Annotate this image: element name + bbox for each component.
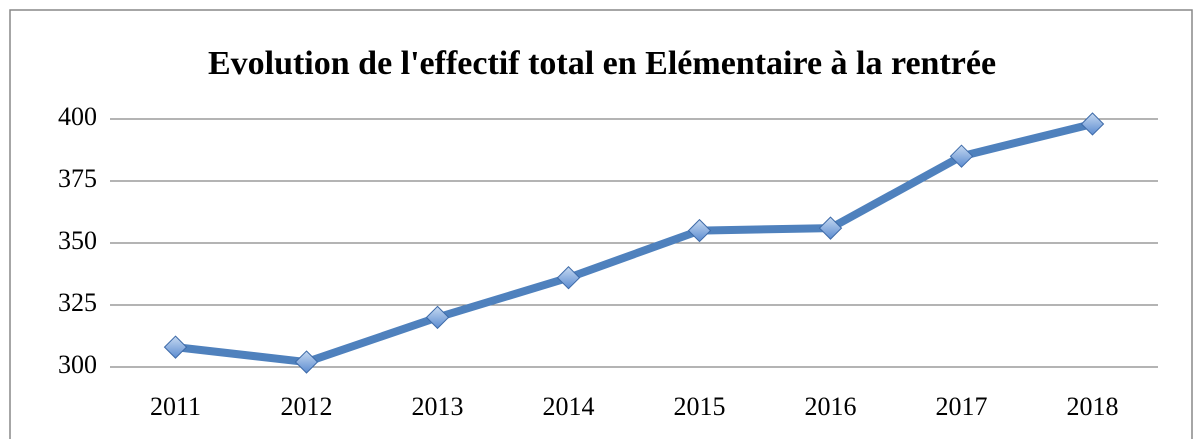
data-point bbox=[163, 335, 188, 359]
x-tick-label: 2016 bbox=[805, 392, 857, 421]
data-point bbox=[1080, 112, 1105, 136]
data-point bbox=[425, 305, 450, 330]
y-tick-label: 325 bbox=[58, 288, 97, 317]
x-tick-label: 2012 bbox=[281, 392, 333, 421]
x-tick-label: 2017 bbox=[936, 392, 988, 421]
x-tick-label: 2015 bbox=[674, 392, 726, 421]
chart-border bbox=[9, 9, 1193, 444]
data-point bbox=[294, 350, 319, 374]
data-point bbox=[556, 266, 581, 290]
x-tick-label: 2014 bbox=[543, 392, 595, 421]
y-tick-label: 300 bbox=[58, 350, 97, 379]
y-tick-label: 400 bbox=[58, 102, 97, 131]
x-tick-label: 2011 bbox=[150, 392, 201, 421]
data-point bbox=[949, 144, 974, 168]
series-line bbox=[171, 119, 1097, 367]
y-tick-label: 350 bbox=[58, 226, 97, 255]
x-tick-label: 2013 bbox=[412, 392, 464, 421]
y-tick-label: 375 bbox=[58, 164, 97, 193]
data-point bbox=[818, 216, 843, 240]
x-tick-label: 2018 bbox=[1067, 392, 1119, 421]
chart-title: Evolution de l'effectif total en Elément… bbox=[208, 45, 996, 82]
data-point bbox=[687, 218, 712, 243]
